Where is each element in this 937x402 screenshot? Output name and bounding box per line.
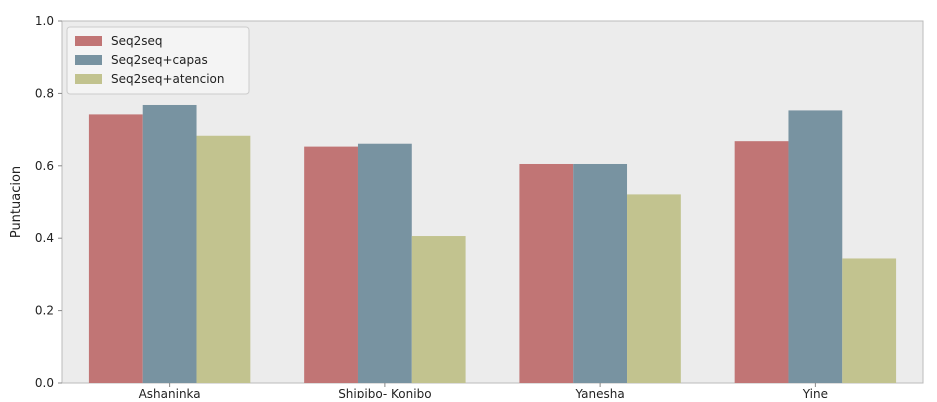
legend-label: Seq2seq+atencion [111, 72, 224, 86]
bar-seq2seq-atencion-0 [196, 135, 251, 383]
x-tick-label: Yanesha [575, 387, 625, 398]
x-tick-label: Yine [802, 387, 828, 398]
legend-label: Seq2seq+capas [111, 53, 208, 67]
bar-seq2seq-atencion-2 [627, 194, 681, 383]
y-tick-label: 0.8 [35, 86, 54, 100]
y-tick-label: 0.6 [35, 159, 54, 173]
bar-seq2seq-2 [519, 163, 574, 383]
x-tick-label: Shipibo- Konibo [338, 387, 431, 398]
bar-seq2seq-capas-3 [788, 110, 843, 383]
y-tick-label: 0.2 [35, 304, 54, 318]
y-tick-label: 0.0 [35, 376, 54, 390]
legend: Seq2seq Seq2seq+capas Seq2seq+atencion [66, 26, 250, 95]
bar-seq2seq-0 [88, 114, 143, 384]
y-tick-label: 1.0 [35, 14, 54, 28]
y-tick-label: 0.4 [35, 231, 54, 245]
bar-seq2seq-atencion-3 [842, 258, 897, 383]
bar-seq2seq-capas-2 [573, 163, 628, 383]
x-tick-label: Ashaninka [139, 387, 201, 398]
bar-seq2seq-capas-1 [357, 143, 412, 383]
legend-label: Seq2seq [111, 34, 163, 48]
legend-swatch [75, 55, 102, 65]
y-axis: 0.0 0.2 0.4 0.6 0.8 1.0 [35, 14, 62, 390]
bar-seq2seq-3 [734, 141, 789, 383]
bar-seq2seq-atencion-1 [411, 236, 466, 383]
legend-box [66, 26, 250, 95]
bars [88, 104, 897, 384]
bar-seq2seq-1 [304, 146, 358, 383]
legend-swatch [75, 74, 102, 84]
x-axis: Ashaninka Shipibo- Konibo Yanesha Yine [139, 383, 828, 401]
y-axis-label: Puntuacion [9, 166, 24, 238]
legend-swatch [75, 36, 102, 46]
bar-seq2seq-capas-0 [142, 104, 197, 383]
